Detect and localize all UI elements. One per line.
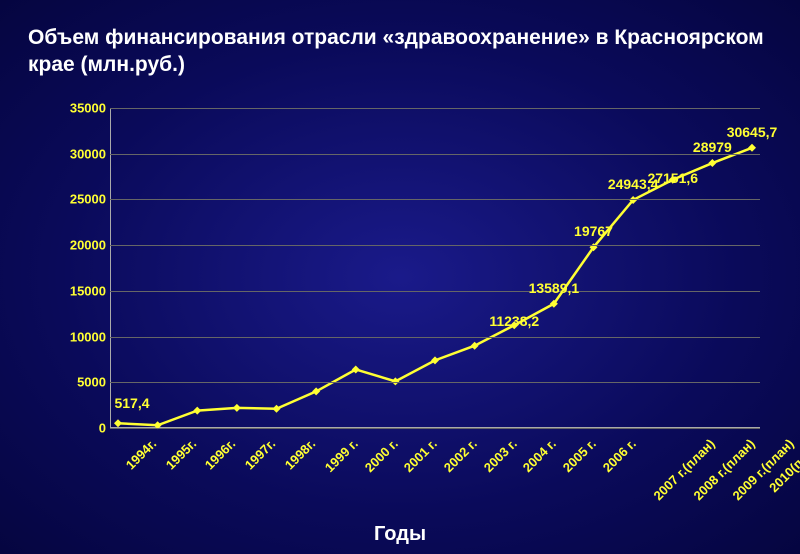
gridline [110, 108, 760, 109]
xtick-label: 1997г. [242, 436, 279, 473]
data-label: 27151,6 [647, 170, 698, 186]
data-marker [193, 407, 201, 415]
xtick-label: 2004 г. [520, 436, 559, 475]
data-label: 19767 [574, 223, 613, 239]
ytick-label: 0 [60, 421, 106, 436]
ytick-label: 15000 [60, 283, 106, 298]
data-marker [273, 405, 281, 413]
data-marker [748, 144, 756, 152]
xtick-label: 2003 г. [480, 436, 519, 475]
line-series [110, 108, 760, 428]
gridline [110, 428, 760, 429]
xtick-label: 2000 г. [362, 436, 401, 475]
xtick-label: 2001 г. [401, 436, 440, 475]
xtick-label: 1994г. [123, 436, 160, 473]
gridline [110, 245, 760, 246]
gridline [110, 154, 760, 155]
gridline [110, 337, 760, 338]
plot-area: 517,411238,213589,11976724943,427151,628… [110, 108, 760, 428]
ytick-label: 10000 [60, 329, 106, 344]
ytick-label: 5000 [60, 375, 106, 390]
gridline [110, 382, 760, 383]
xtick-label: 2006 г. [599, 436, 638, 475]
data-label: 13589,1 [529, 280, 580, 296]
xtick-label: 1995г. [162, 436, 199, 473]
chart-container: 517,411238,213589,11976724943,427151,628… [58, 108, 768, 460]
ytick-label: 25000 [60, 192, 106, 207]
xtick-label: 1998г. [281, 436, 318, 473]
data-marker [114, 419, 122, 427]
chart-title: Объем финансирования отрасли «здравоохра… [28, 24, 772, 79]
xtick-label: 1996г. [202, 436, 239, 473]
xtick-label: 2005 г. [560, 436, 599, 475]
data-marker [708, 159, 716, 167]
data-label: 30645,7 [727, 124, 778, 140]
gridline [110, 199, 760, 200]
xtick-label: 1999 г. [322, 436, 361, 475]
data-marker [233, 404, 241, 412]
data-label: 11238,2 [489, 313, 539, 329]
ytick-label: 30000 [60, 146, 106, 161]
ytick-label: 20000 [60, 238, 106, 253]
ytick-label: 35000 [60, 101, 106, 116]
data-label: 517,4 [114, 395, 149, 411]
xtick-label: 2002 г. [441, 436, 480, 475]
x-axis-label: Годы [0, 523, 800, 546]
gridline [110, 291, 760, 292]
data-label: 28979 [693, 139, 732, 155]
